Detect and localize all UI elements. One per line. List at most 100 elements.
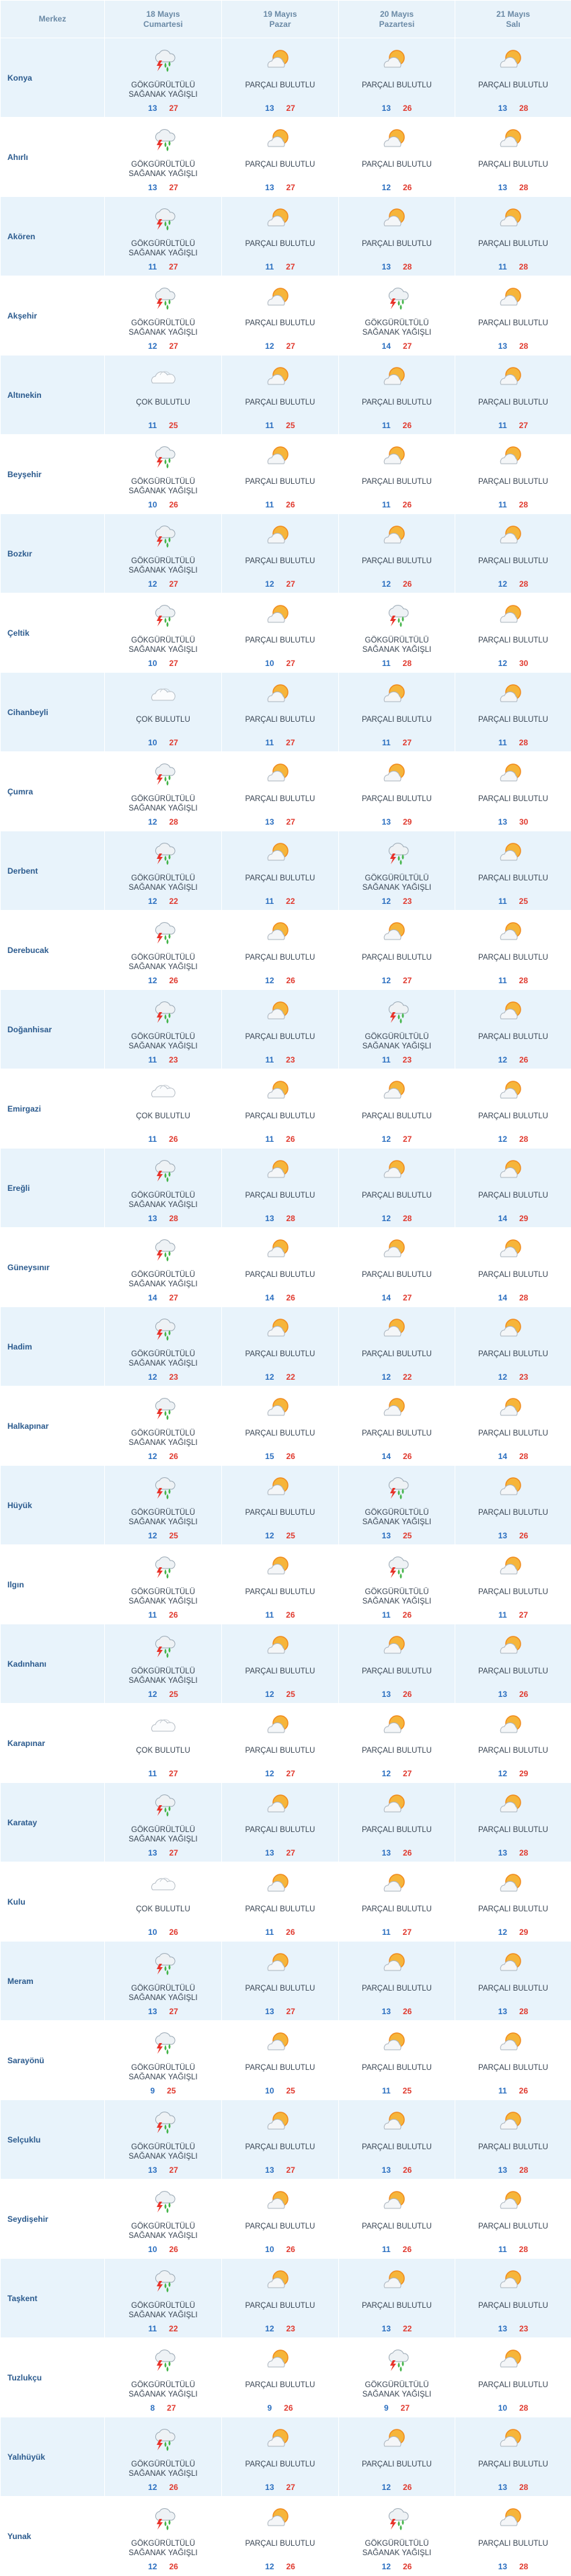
city-name[interactable]: Çeltik bbox=[7, 628, 30, 638]
city-name[interactable]: Selçuklu bbox=[7, 2135, 40, 2145]
city-name[interactable]: Akören bbox=[7, 232, 35, 241]
condition-label: ÇOK BULUTLU bbox=[105, 1746, 221, 1755]
city-name[interactable]: Bozkır bbox=[7, 549, 32, 558]
max-temp: 23 bbox=[403, 897, 412, 906]
city-name[interactable]: Hüyük bbox=[7, 1501, 32, 1510]
condition-label: PARÇALI BULUTLU bbox=[222, 1270, 338, 1280]
city-name[interactable]: Cihanbeyli bbox=[7, 708, 48, 717]
city-name[interactable]: Altınekin bbox=[7, 390, 42, 400]
min-temp: 14 bbox=[498, 1452, 507, 1461]
city-name[interactable]: Kulu bbox=[7, 1897, 26, 1907]
partly-cloudy-icon bbox=[498, 2425, 529, 2452]
thunderstorm-rain-icon bbox=[148, 284, 179, 310]
min-temp: 11 bbox=[148, 1134, 157, 1144]
thunderstorm-rain-icon bbox=[148, 2504, 179, 2531]
city-name[interactable]: Doğanhisar bbox=[7, 1025, 52, 1034]
city-cell: Akören bbox=[1, 197, 105, 276]
thunderstorm-rain-icon bbox=[148, 2425, 179, 2452]
city-name[interactable]: Derebucak bbox=[7, 946, 48, 955]
city-name[interactable]: Akşehir bbox=[7, 311, 37, 321]
city-name[interactable]: Karapınar bbox=[7, 1739, 45, 1748]
city-name[interactable]: Kadınhanı bbox=[7, 1659, 46, 1669]
min-temp: 11 bbox=[265, 262, 274, 272]
city-name[interactable]: Hadim bbox=[7, 1342, 32, 1352]
condition-label: PARÇALI BULUTLU bbox=[222, 1984, 338, 1993]
min-temp: 12 bbox=[498, 579, 507, 589]
condition-label: PARÇALI BULUTLU bbox=[455, 715, 571, 724]
partly-cloudy-icon bbox=[265, 1394, 296, 1421]
city-name[interactable]: Taşkent bbox=[7, 2294, 37, 2303]
max-temp: 27 bbox=[287, 579, 295, 589]
city-name[interactable]: Karatay bbox=[7, 1818, 37, 1827]
condition-label: PARÇALI BULUTLU bbox=[339, 239, 455, 249]
condition-label: PARÇALI BULUTLU bbox=[339, 556, 455, 566]
city-name[interactable]: Tuzlukçu bbox=[7, 2373, 42, 2382]
city-name[interactable]: Çumra bbox=[7, 787, 33, 796]
city-cell: Meram bbox=[1, 1942, 105, 2021]
condition-label: PARÇALI BULUTLU bbox=[339, 2143, 455, 2152]
city-name[interactable]: Emirgazi bbox=[7, 1104, 41, 1114]
partly-cloudy-icon bbox=[381, 1949, 412, 1976]
city-name[interactable]: Ereğli bbox=[7, 1183, 30, 1193]
min-temp: 12 bbox=[498, 1769, 507, 1778]
city-name[interactable]: Yalıhüyük bbox=[7, 2452, 45, 2462]
min-temp: 11 bbox=[148, 1610, 157, 1620]
city-cell: Ereğli bbox=[1, 1149, 105, 1228]
partly-cloudy-icon bbox=[381, 125, 412, 152]
min-temp: 11 bbox=[382, 421, 391, 430]
max-temp: 27 bbox=[403, 1134, 412, 1144]
max-temp: 26 bbox=[287, 2245, 295, 2254]
city-name[interactable]: Halkapınar bbox=[7, 1421, 48, 1431]
max-temp: 26 bbox=[169, 1610, 178, 1620]
city-name[interactable]: Derbent bbox=[7, 866, 38, 876]
city-cell: Yalıhüyük bbox=[1, 2417, 105, 2497]
city-name[interactable]: Yunak bbox=[7, 2532, 31, 2541]
condition-label: PARÇALI BULUTLU bbox=[222, 1825, 338, 1835]
city-cell: Karatay bbox=[1, 1783, 105, 1862]
thunderstorm-rain-icon bbox=[148, 2266, 179, 2293]
partly-cloudy-icon bbox=[498, 1156, 529, 1183]
day-date: 20 Mayıs bbox=[380, 9, 414, 19]
condition-label: PARÇALI BULUTLU bbox=[455, 1508, 571, 1518]
min-temp: 12 bbox=[148, 1690, 157, 1699]
city-name[interactable]: Güneysınır bbox=[7, 1263, 50, 1272]
min-temp: 12 bbox=[498, 1372, 507, 1382]
min-temp: 13 bbox=[148, 2165, 157, 2175]
city-name[interactable]: Konya bbox=[7, 73, 32, 83]
min-temp: 11 bbox=[265, 500, 274, 509]
city-name[interactable]: Beyşehir bbox=[7, 470, 42, 479]
condition-label: PARÇALI BULUTLU bbox=[455, 2222, 571, 2231]
condition-label: PARÇALI BULUTLU bbox=[222, 1746, 338, 1755]
city-name[interactable]: Ahırlı bbox=[7, 153, 28, 162]
city-name[interactable]: Ilgın bbox=[7, 1580, 24, 1589]
min-temp: 11 bbox=[498, 1610, 507, 1620]
city-name[interactable]: Sarayönü bbox=[7, 2056, 44, 2065]
city-name[interactable]: Meram bbox=[7, 1977, 34, 1986]
city-name[interactable]: Seydişehir bbox=[7, 2214, 48, 2224]
condition-label: ÇOK BULUTLU bbox=[105, 1905, 221, 1914]
